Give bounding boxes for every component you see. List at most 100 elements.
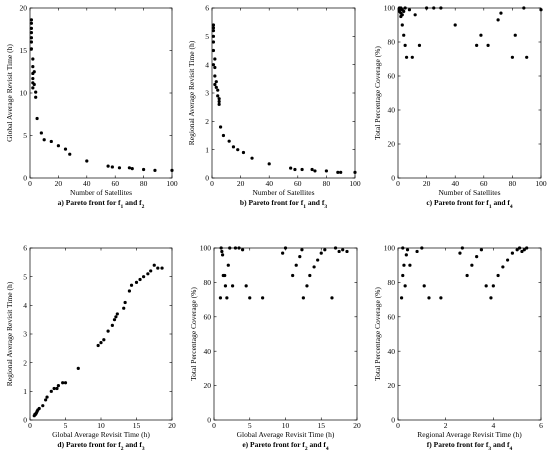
x-tick-label: 100 <box>535 179 547 188</box>
x-tick-label: 20 <box>237 179 245 188</box>
x-tick-label: 40 <box>451 179 459 188</box>
y-tick-label: 5 <box>23 272 27 281</box>
plot-frame <box>213 247 358 421</box>
data-point <box>308 273 312 278</box>
y-tick-label: 40 <box>388 106 396 115</box>
data-point <box>339 170 343 174</box>
data-point <box>211 48 216 53</box>
data-point <box>415 249 419 254</box>
data-point <box>29 40 34 44</box>
y-tick-label: 20 <box>204 381 212 390</box>
data-point <box>146 272 150 276</box>
y-axis-title: Global Average Revisit Time (h) <box>5 44 14 142</box>
data-point <box>499 11 503 15</box>
data-point <box>35 116 39 121</box>
data-point <box>217 97 221 101</box>
data-point <box>61 381 65 385</box>
caption-text: and f <box>123 440 142 449</box>
caption-subscript: 3 <box>488 446 491 452</box>
data-point <box>32 70 36 74</box>
data-point <box>63 147 68 151</box>
data-point <box>458 251 462 255</box>
data-point <box>122 306 126 310</box>
panel-d: 0 5 10 15 20 0 1 2 3 4 5 6 Global Average Revisit Ti… <box>5 244 176 452</box>
data-point <box>401 246 405 250</box>
y-tick-label: 80 <box>204 278 212 287</box>
data-point <box>283 246 288 250</box>
data-point <box>236 148 240 152</box>
data-point <box>142 167 146 172</box>
data-point <box>403 6 407 10</box>
y-tick-label: 2 <box>23 358 27 367</box>
data-point <box>241 248 245 252</box>
data-point <box>68 152 72 156</box>
y-tick-label: 100 <box>200 244 212 253</box>
data-point <box>293 167 297 172</box>
data-point <box>211 34 216 38</box>
y-axis-title: Total Percentage Coverage (%) <box>373 46 382 140</box>
caption-subscript: 3 <box>324 204 327 210</box>
data-point <box>298 255 302 259</box>
y-tick-label: 5 <box>205 32 209 41</box>
data-point <box>300 167 304 172</box>
data-point <box>49 389 53 393</box>
caption-subscript: 4 <box>510 204 513 210</box>
x-tick-label: 100 <box>166 179 178 188</box>
data-point <box>114 315 118 319</box>
data-point <box>34 90 38 94</box>
data-point <box>402 33 406 37</box>
y-axis-title: Regional Average Revisit Time (h) <box>187 40 196 145</box>
y-tick-label: 3 <box>205 89 209 98</box>
data-point <box>102 338 106 342</box>
data-point <box>525 246 529 250</box>
data-point <box>149 269 153 273</box>
data-point <box>261 296 265 300</box>
panel-caption: d) Pareto front for f2 and f3 <box>57 440 144 452</box>
data-point <box>213 65 217 70</box>
y-tick-label: 0 <box>23 416 27 425</box>
x-tick-label: 40 <box>83 179 91 188</box>
data-point <box>221 133 226 138</box>
data-point <box>439 296 443 300</box>
data-point <box>400 13 404 17</box>
y-tick-label: 40 <box>388 347 396 356</box>
x-axis-title: Global Average Revisit Time (h) <box>52 430 150 439</box>
data-point <box>56 144 61 148</box>
data-point <box>422 284 426 288</box>
data-point <box>460 246 464 250</box>
data-point <box>214 80 218 84</box>
data-point <box>439 6 443 10</box>
data-point <box>453 23 457 27</box>
data-point <box>300 248 304 252</box>
y-tick-label: 0 <box>23 174 27 183</box>
data-point <box>501 265 505 269</box>
x-tick-label: 20 <box>55 179 63 188</box>
data-point <box>470 263 474 267</box>
y-tick-label: 6 <box>23 244 27 253</box>
x-tick-label: 0 <box>210 179 214 188</box>
caption-subscript: 1 <box>303 204 306 210</box>
data-point <box>218 125 223 129</box>
y-tick-label: 1 <box>205 145 209 154</box>
y-axis-title: Regional Average Revisit Time (h) <box>5 281 14 386</box>
caption-text: and f <box>123 198 142 207</box>
data-point <box>233 246 238 250</box>
data-point <box>281 251 285 255</box>
panel-b: 0 20 40 60 80 100 0 1 2 3 4 5 6 Number of Satellites R… <box>187 4 361 210</box>
data-point <box>517 246 522 250</box>
x-axis-title: Number of Satellites <box>70 188 132 197</box>
data-point <box>417 43 422 48</box>
data-point <box>294 263 298 267</box>
data-point <box>156 266 160 270</box>
data-point <box>484 284 488 288</box>
data-point <box>267 162 271 166</box>
y-tick-label: 0 <box>205 174 209 183</box>
x-tick-label: 80 <box>509 179 517 188</box>
x-axis-title: Number of Satellites <box>252 188 314 197</box>
data-point <box>310 167 314 172</box>
data-point <box>85 159 89 163</box>
x-tick-label: 0 <box>396 179 400 188</box>
y-tick-label: 4 <box>23 301 27 310</box>
caption-text: and f <box>306 198 325 207</box>
data-point <box>96 343 100 348</box>
